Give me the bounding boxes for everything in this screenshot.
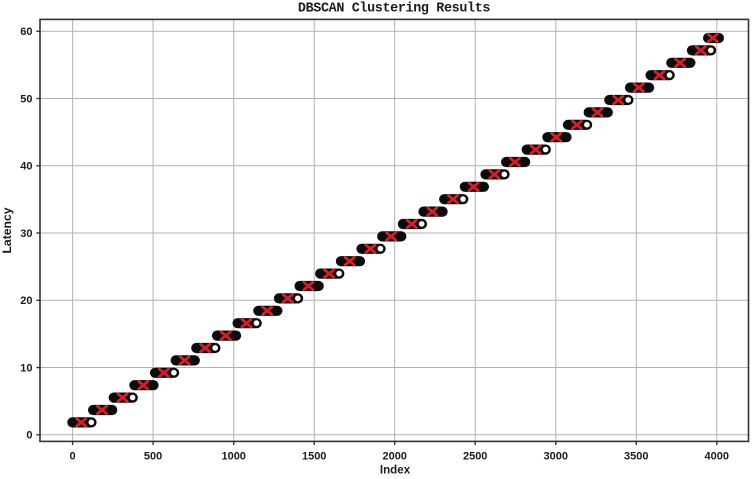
svg-text:0: 0 <box>26 430 32 442</box>
svg-text:Latency: Latency <box>0 207 14 253</box>
svg-text:2000: 2000 <box>382 450 406 462</box>
svg-text:4000: 4000 <box>705 450 729 462</box>
svg-text:Index: Index <box>380 464 411 477</box>
svg-text:2500: 2500 <box>463 450 487 462</box>
svg-text:0: 0 <box>70 450 76 462</box>
svg-text:60: 60 <box>20 26 32 38</box>
svg-text:50: 50 <box>20 93 32 105</box>
svg-text:40: 40 <box>20 161 32 173</box>
svg-text:1000: 1000 <box>221 450 245 462</box>
svg-text:10: 10 <box>20 362 32 374</box>
svg-text:20: 20 <box>20 295 32 307</box>
svg-text:DBSCAN Clustering Results: DBSCAN Clustering Results <box>298 1 490 16</box>
svg-text:500: 500 <box>144 450 162 462</box>
svg-text:3500: 3500 <box>624 450 648 462</box>
svg-text:1500: 1500 <box>302 450 326 462</box>
svg-text:3000: 3000 <box>544 450 568 462</box>
svg-text:30: 30 <box>20 228 32 240</box>
